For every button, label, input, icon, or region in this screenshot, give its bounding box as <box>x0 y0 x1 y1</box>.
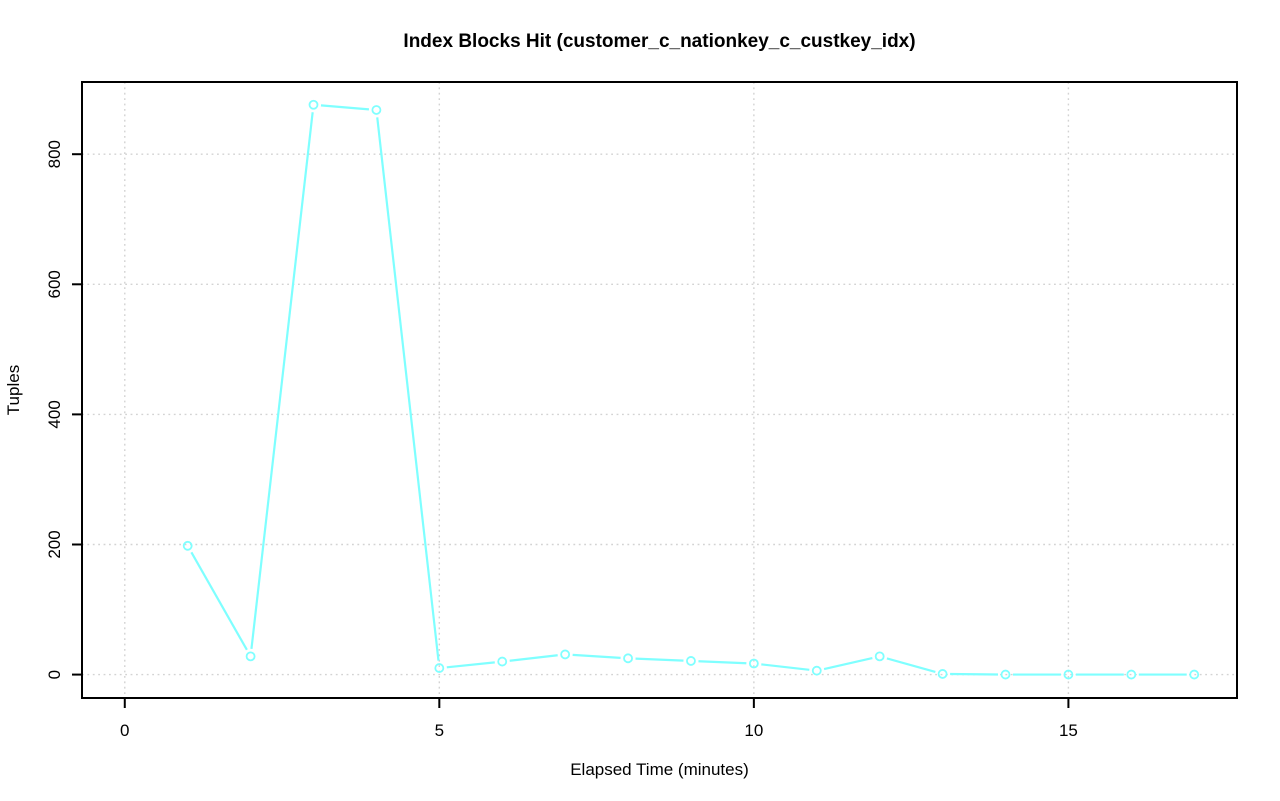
data-point-marker <box>686 656 696 666</box>
series-line-segment <box>320 104 370 111</box>
data-point-marker <box>748 658 759 669</box>
y-tick-label: 0 <box>45 670 64 679</box>
series-line-segment <box>446 661 495 669</box>
x-tick-label: 15 <box>1059 721 1078 740</box>
data-point-marker <box>811 665 822 676</box>
x-axis-label: Elapsed Time (minutes) <box>570 760 749 779</box>
x-tick-label: 5 <box>435 721 444 740</box>
x-tick-label: 10 <box>744 721 763 740</box>
chart-title: Index Blocks Hit (customer_c_nationkey_c… <box>403 31 916 52</box>
data-point-marker <box>1126 669 1137 680</box>
series-line-segment <box>635 657 684 662</box>
y-tick-label: 800 <box>45 140 64 168</box>
series-line-segment <box>761 663 810 671</box>
series-line-segment <box>250 112 314 650</box>
series-line-segment <box>572 653 621 659</box>
data-point-marker <box>497 656 508 667</box>
y-tick-label: 400 <box>45 400 64 428</box>
data-point-marker <box>1063 669 1074 680</box>
data-point-marker <box>937 669 948 679</box>
data-point-marker <box>434 663 445 673</box>
series-line-segment <box>698 660 747 665</box>
series-line-segment <box>376 117 440 661</box>
data-point-marker <box>245 651 256 662</box>
data-point-marker <box>308 99 319 110</box>
data-point-marker <box>874 651 885 662</box>
series-line-segment <box>886 657 936 673</box>
y-tick-label: 200 <box>45 530 64 558</box>
data-point-marker <box>560 649 571 660</box>
series-line-segment <box>509 654 558 662</box>
x-tick-label: 0 <box>120 721 129 740</box>
data-point-marker <box>371 105 382 115</box>
data-point-marker <box>1000 669 1011 680</box>
series-line-segment <box>190 551 248 651</box>
y-tick-label: 600 <box>45 270 64 298</box>
data-point-marker <box>1189 669 1200 680</box>
data-point-marker <box>182 540 193 551</box>
data-point-marker <box>623 653 633 664</box>
series-line-segment <box>823 656 873 671</box>
plot-border <box>81 81 1238 699</box>
